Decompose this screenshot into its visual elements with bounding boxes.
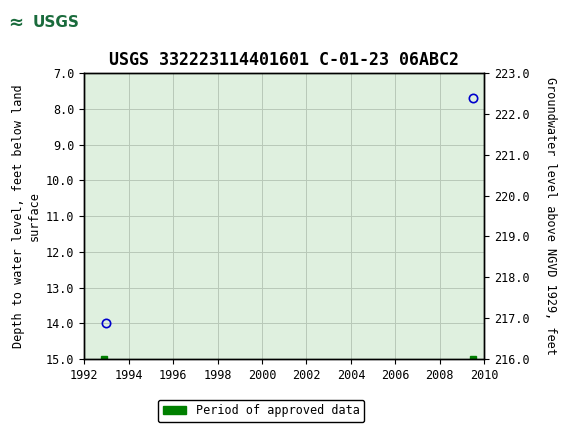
Y-axis label: Groundwater level above NGVD 1929, feet: Groundwater level above NGVD 1929, feet xyxy=(543,77,557,355)
Legend: Period of approved data: Period of approved data xyxy=(158,399,364,422)
Bar xyxy=(5,4,106,41)
Title: USGS 332223114401601 C-01-23 06ABC2: USGS 332223114401601 C-01-23 06ABC2 xyxy=(109,51,459,69)
Text: ≈: ≈ xyxy=(8,14,23,31)
Text: USGS: USGS xyxy=(32,15,79,30)
Y-axis label: Depth to water level, feet below land
surface: Depth to water level, feet below land su… xyxy=(12,84,41,348)
